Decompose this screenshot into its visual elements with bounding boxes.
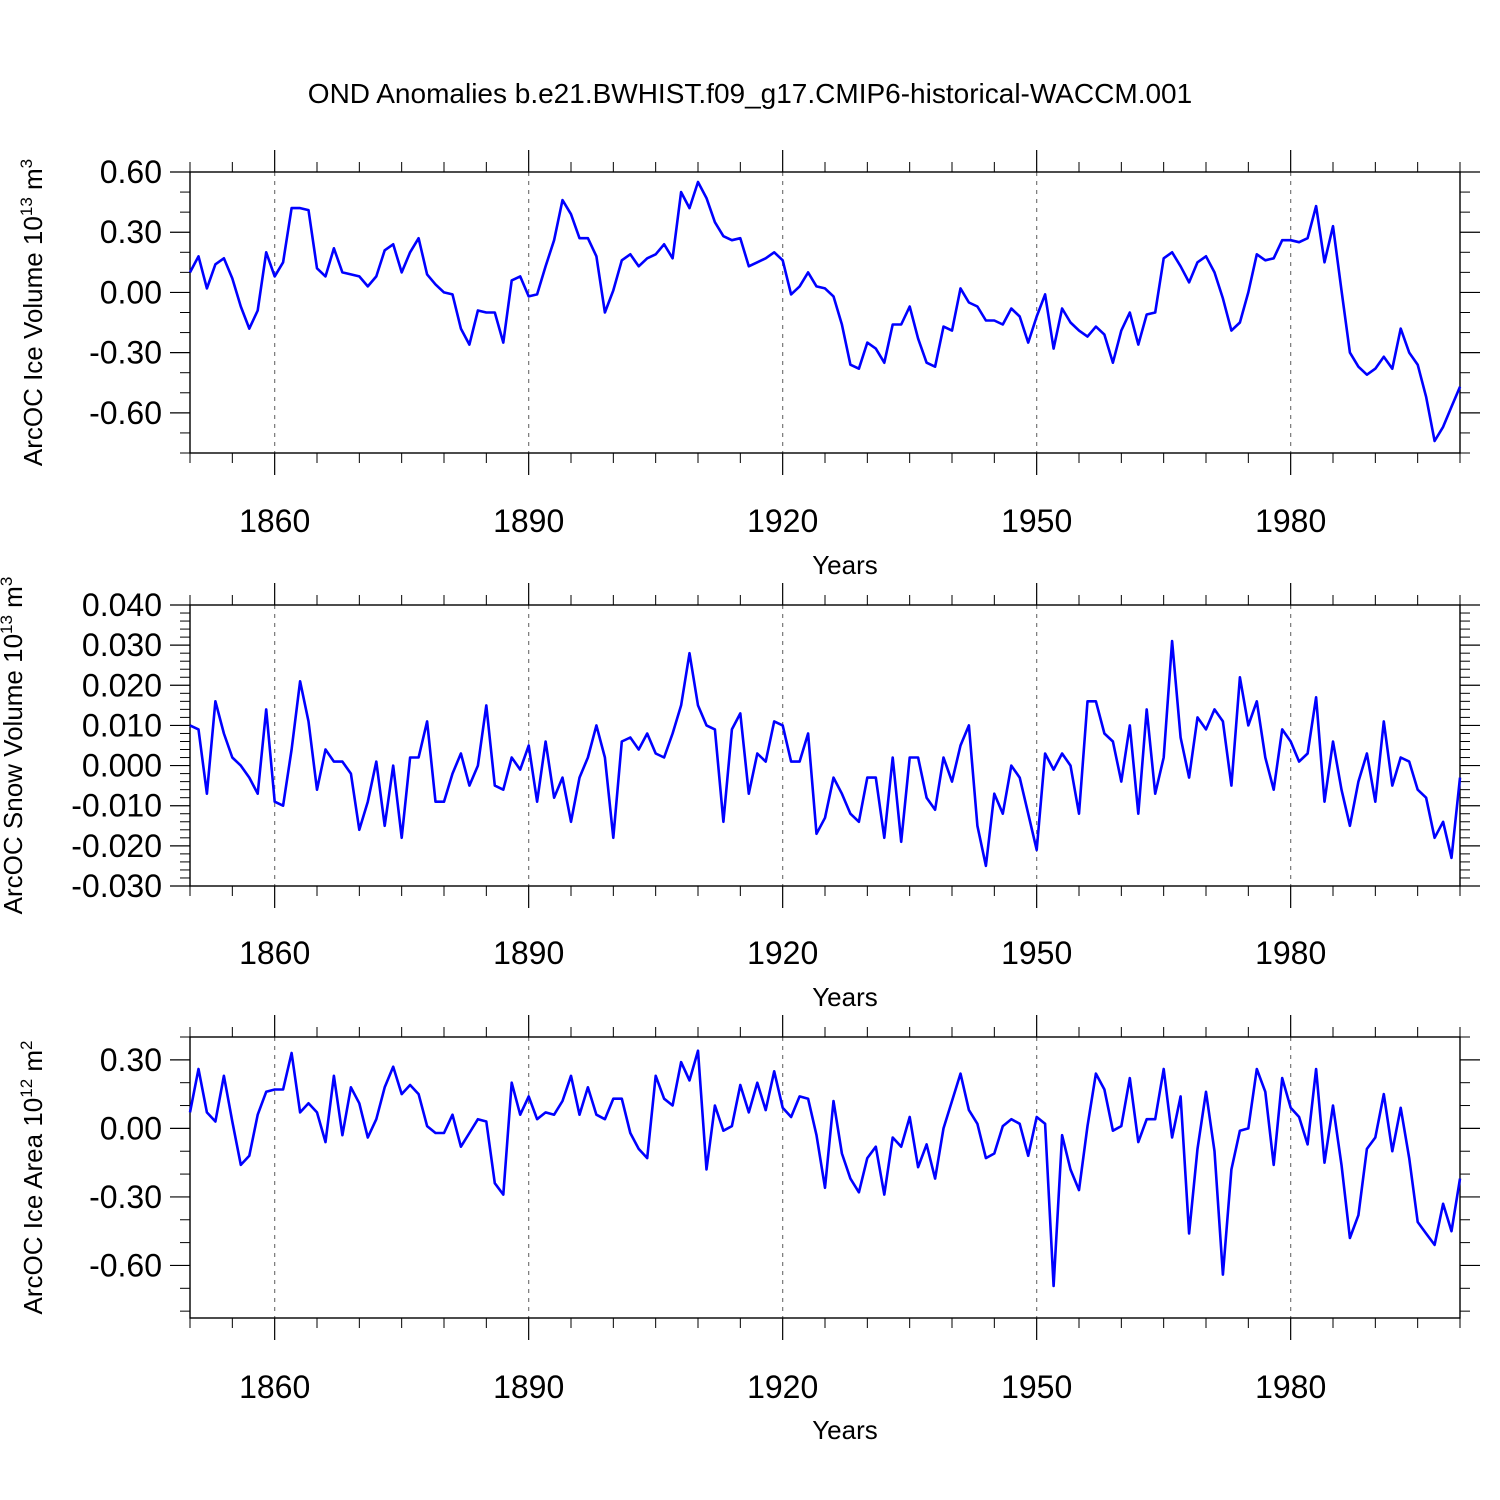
y-tick-label: 0.010	[82, 707, 162, 743]
y-title-unit-exponent: 3	[17, 159, 36, 168]
y-title-unit: m	[0, 586, 28, 615]
panel-2: 1860 1890 1920 1950 1980 0.040 0.030 0.020 0.010…	[0, 577, 1480, 1012]
y-tick-label: 0.60	[100, 154, 162, 190]
y-tick-label: -0.030	[71, 868, 162, 904]
series-line	[188, 180, 1462, 443]
y-tick-label: 0.00	[100, 274, 162, 310]
plot-frame	[189, 604, 1461, 887]
y-title-unit-exponent: 2	[17, 1040, 36, 1049]
y-tick-label: -0.60	[89, 1247, 162, 1283]
x-tick-label: 1980	[1255, 1369, 1326, 1405]
x-tick-label: 1980	[1255, 503, 1326, 539]
y-tick-label: 0.00	[100, 1110, 162, 1146]
y-title-unit: m	[18, 168, 48, 197]
y-tick-label: -0.010	[71, 788, 162, 824]
x-axis-title: Years	[812, 1415, 878, 1445]
x-axis-title: Years	[812, 550, 878, 580]
y-title-unit: m	[18, 1050, 48, 1079]
x-tick-label: 1950	[1001, 935, 1072, 971]
y-tick-label: -0.30	[89, 335, 162, 371]
y-axis-title: ArcOC Ice Volume 1013 m3	[17, 159, 48, 466]
x-tick-label: 1920	[747, 1369, 818, 1405]
y-tick-label: -0.020	[71, 828, 162, 864]
y-title-text: ArcOC Ice Area 10	[18, 1098, 48, 1315]
y-tick-label: 0.30	[100, 1042, 162, 1078]
y-tick-label: 0.30	[100, 214, 162, 250]
y-title-exponent: 13	[17, 197, 36, 216]
y-title-exponent: 12	[17, 1079, 36, 1098]
x-tick-label: 1890	[493, 1369, 564, 1405]
x-tick-label: 1890	[493, 935, 564, 971]
y-tick-label: 0.000	[82, 748, 162, 784]
y-tick-label: -0.30	[89, 1179, 162, 1215]
chart-title: OND Anomalies b.e21.BWHIST.f09_g17.CMIP6…	[307, 78, 1193, 109]
x-tick-label: 1920	[747, 503, 818, 539]
y-tick-label: 0.040	[82, 587, 162, 623]
y-tick-label: 0.030	[82, 627, 162, 663]
x-axis-title: Years	[812, 982, 878, 1012]
series-line	[188, 1049, 1462, 1288]
y-title-text: ArcOC Ice Volume 10	[18, 216, 48, 466]
x-tick-label: 1860	[239, 503, 310, 539]
x-tick-label: 1920	[747, 935, 818, 971]
x-tick-label: 1860	[239, 935, 310, 971]
plot-frame	[189, 171, 1461, 454]
y-axis-title: ArcOC Ice Area 1012 m2	[17, 1040, 48, 1314]
panel-1: 1860 1890 1920 1950 1980 0.60 0.30 0.00 -0.30 -0.…	[17, 150, 1480, 580]
y-axis-title: ArcOC Snow Volume 1013 m3	[0, 577, 28, 915]
y-title-unit-exponent: 3	[0, 577, 16, 586]
y-tick-label: -0.60	[89, 395, 162, 431]
x-tick-label: 1950	[1001, 1369, 1072, 1405]
panel-3: 1860 1890 1920 1950 1980 0.30 0.00 -0.30 -0.60 Ye…	[17, 1015, 1480, 1445]
x-tick-label: 1860	[239, 1369, 310, 1405]
x-tick-label: 1950	[1001, 503, 1072, 539]
series-line	[189, 639, 1462, 868]
x-tick-label: 1890	[493, 503, 564, 539]
y-title-text: ArcOC Snow Volume 10	[0, 634, 28, 914]
x-tick-label: 1980	[1255, 935, 1326, 971]
y-title-exponent: 13	[0, 615, 16, 634]
y-tick-label: 0.020	[82, 667, 162, 703]
